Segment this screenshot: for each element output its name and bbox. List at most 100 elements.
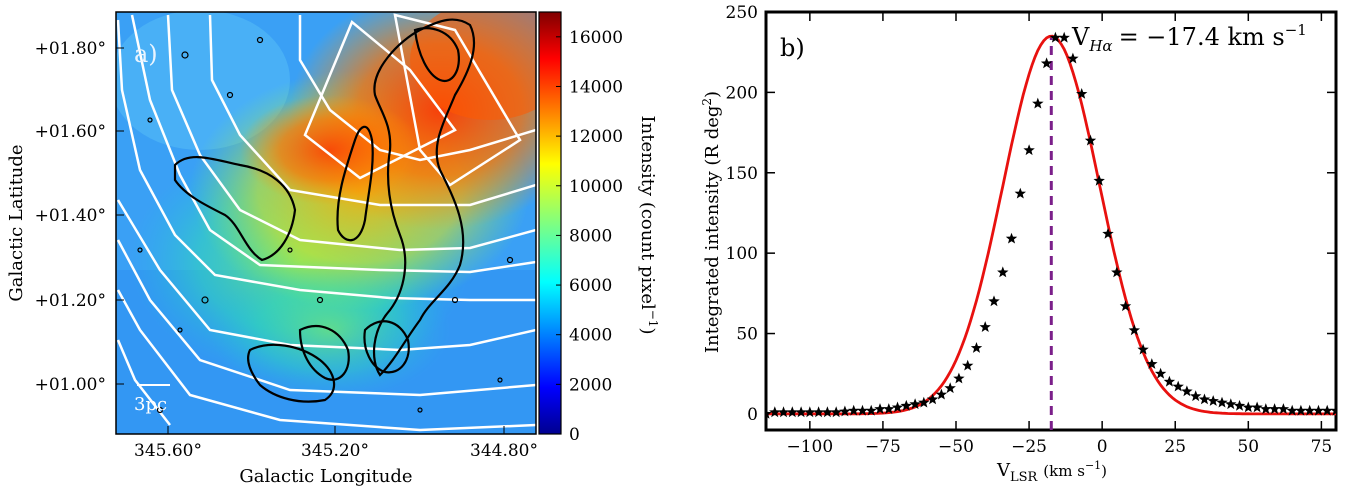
- x-tick-label: 25: [1164, 437, 1186, 457]
- black-contour: [336, 125, 374, 242]
- white-contour: [393, 13, 522, 187]
- y-tick-label: 50: [736, 325, 758, 345]
- data-markers: [766, 31, 1336, 419]
- plot-y-axis-title: Integrated intensity (R deg2): [700, 91, 723, 353]
- annotation-superscript: −1: [1285, 21, 1307, 39]
- point-source: [256, 36, 264, 44]
- data-point-star: [926, 393, 939, 405]
- data-point-star: [812, 406, 825, 418]
- colorbar-ticks: 0 2000 4000 6000 8000 10000 12000 14000 16000: [556, 28, 623, 445]
- point-source: [316, 296, 324, 304]
- data-point-star: [1330, 404, 1336, 416]
- data-point-star: [1076, 88, 1088, 99]
- data-point-star: [1040, 57, 1053, 69]
- y-tick-label: 250: [726, 3, 758, 23]
- panel-a: 3pc a) +01.00° +01.20° +01.40° +01.60° +…: [6, 11, 660, 487]
- point-sources: [137, 36, 514, 414]
- peak-velocity-annotation: VHα = −17.4 km s−1: [1071, 21, 1307, 55]
- annotation-subscript: Hα: [1088, 37, 1112, 55]
- white-contour: [166, 14, 536, 252]
- point-source: [417, 407, 423, 413]
- y-tick-label: 200: [726, 83, 758, 103]
- white-contour: [298, 15, 536, 162]
- point-source: [451, 296, 459, 304]
- data-point-star: [856, 404, 869, 416]
- y-tick-label: +01.20°: [35, 291, 106, 311]
- y-tick-label: +01.80°: [35, 39, 106, 59]
- map-frame: [115, 11, 537, 435]
- x-tick-label: 75: [1311, 437, 1333, 457]
- colorbar-title-tail: ): [637, 327, 658, 334]
- colorbar-tick-label: 0: [569, 425, 580, 445]
- data-point-star: [1049, 31, 1062, 43]
- data-point-star: [909, 398, 921, 410]
- colorbar-title-text: Intensity (count pixel: [637, 116, 658, 310]
- data-point-star: [865, 404, 877, 416]
- colorbar-title: Intensity (count pixel−1): [637, 116, 660, 335]
- data-point-star: [1093, 174, 1105, 186]
- black-contour: [298, 325, 350, 381]
- plot-x-axis-title: VLSR (km s−1): [996, 459, 1107, 485]
- data-point-star: [1312, 404, 1325, 416]
- black-contour: [363, 320, 410, 374]
- annotation-prefix: V: [1071, 23, 1090, 51]
- data-point-star: [1014, 187, 1026, 199]
- plot-ticks: −100 −75 −50 −25 0 25 50 75 0 50 100 150 200 250: [726, 3, 1336, 457]
- map-y-axis-title: Galactic Latitude: [6, 144, 27, 301]
- data-point-star: [1154, 367, 1167, 379]
- data-point-star: [769, 406, 781, 418]
- x-tick-label: 345.20°: [301, 441, 369, 461]
- intensity-map: [116, 12, 536, 434]
- data-point-star: [1181, 385, 1193, 397]
- point-source: [201, 296, 209, 304]
- black-contour: [413, 27, 460, 83]
- data-point-star: [795, 406, 807, 418]
- black-contours: [173, 18, 475, 403]
- data-point-star: [1198, 393, 1211, 405]
- data-point-star: [962, 359, 974, 371]
- colorbar-tick-label: 6000: [569, 276, 612, 296]
- point-source: [156, 406, 164, 414]
- data-point-star: [1286, 404, 1298, 416]
- data-point-star: [1277, 403, 1290, 414]
- map-y-ticks: +01.00° +01.20° +01.40° +01.60° +01.80°: [35, 39, 124, 395]
- colorbar-tick-label: 4000: [569, 326, 612, 346]
- x-tick-label: −75: [865, 437, 901, 457]
- white-contour: [116, 239, 536, 397]
- colorbar-gradient: [538, 11, 562, 435]
- ylabel-sup: 2: [700, 98, 714, 106]
- data-point-star: [1295, 404, 1307, 416]
- colorbar-tick-label: 12000: [569, 127, 623, 147]
- colorbar-tick-label: 10000: [569, 177, 623, 197]
- panel-label-a: a): [134, 40, 158, 68]
- data-point-star: [1032, 97, 1044, 109]
- data-point-star: [839, 405, 851, 417]
- data-point-star: [997, 266, 1009, 278]
- data-point-star: [944, 382, 956, 394]
- data-point-star: [1304, 404, 1316, 416]
- point-source: [137, 247, 143, 253]
- y-tick-label: +01.00°: [35, 375, 106, 395]
- data-point-star: [1005, 232, 1018, 244]
- map-hot-region-west: [240, 95, 420, 205]
- point-source: [497, 377, 503, 383]
- black-contour: [373, 18, 475, 377]
- data-point-star: [1321, 404, 1333, 416]
- data-point-star: [874, 403, 886, 414]
- xlabel-unit-sup: −1: [1085, 459, 1101, 472]
- data-point-star: [1268, 403, 1281, 414]
- black-contour: [173, 156, 297, 262]
- data-point-star: [935, 388, 948, 400]
- data-point-star: [1260, 403, 1272, 414]
- data-point-star: [1216, 396, 1228, 408]
- data-point-star: [979, 321, 991, 332]
- xlabel-subscript: LSR: [1010, 470, 1039, 485]
- colorbar-tick-label: 14000: [569, 77, 623, 97]
- colorbar-tick-label: 8000: [569, 226, 612, 246]
- data-point-star: [1102, 227, 1114, 239]
- x-tick-label: 344.80°: [470, 441, 538, 461]
- data-point-star: [1233, 399, 1246, 411]
- white-contour: [116, 19, 536, 302]
- x-tick-label: 345.60°: [134, 441, 202, 461]
- data-point-star: [918, 396, 930, 408]
